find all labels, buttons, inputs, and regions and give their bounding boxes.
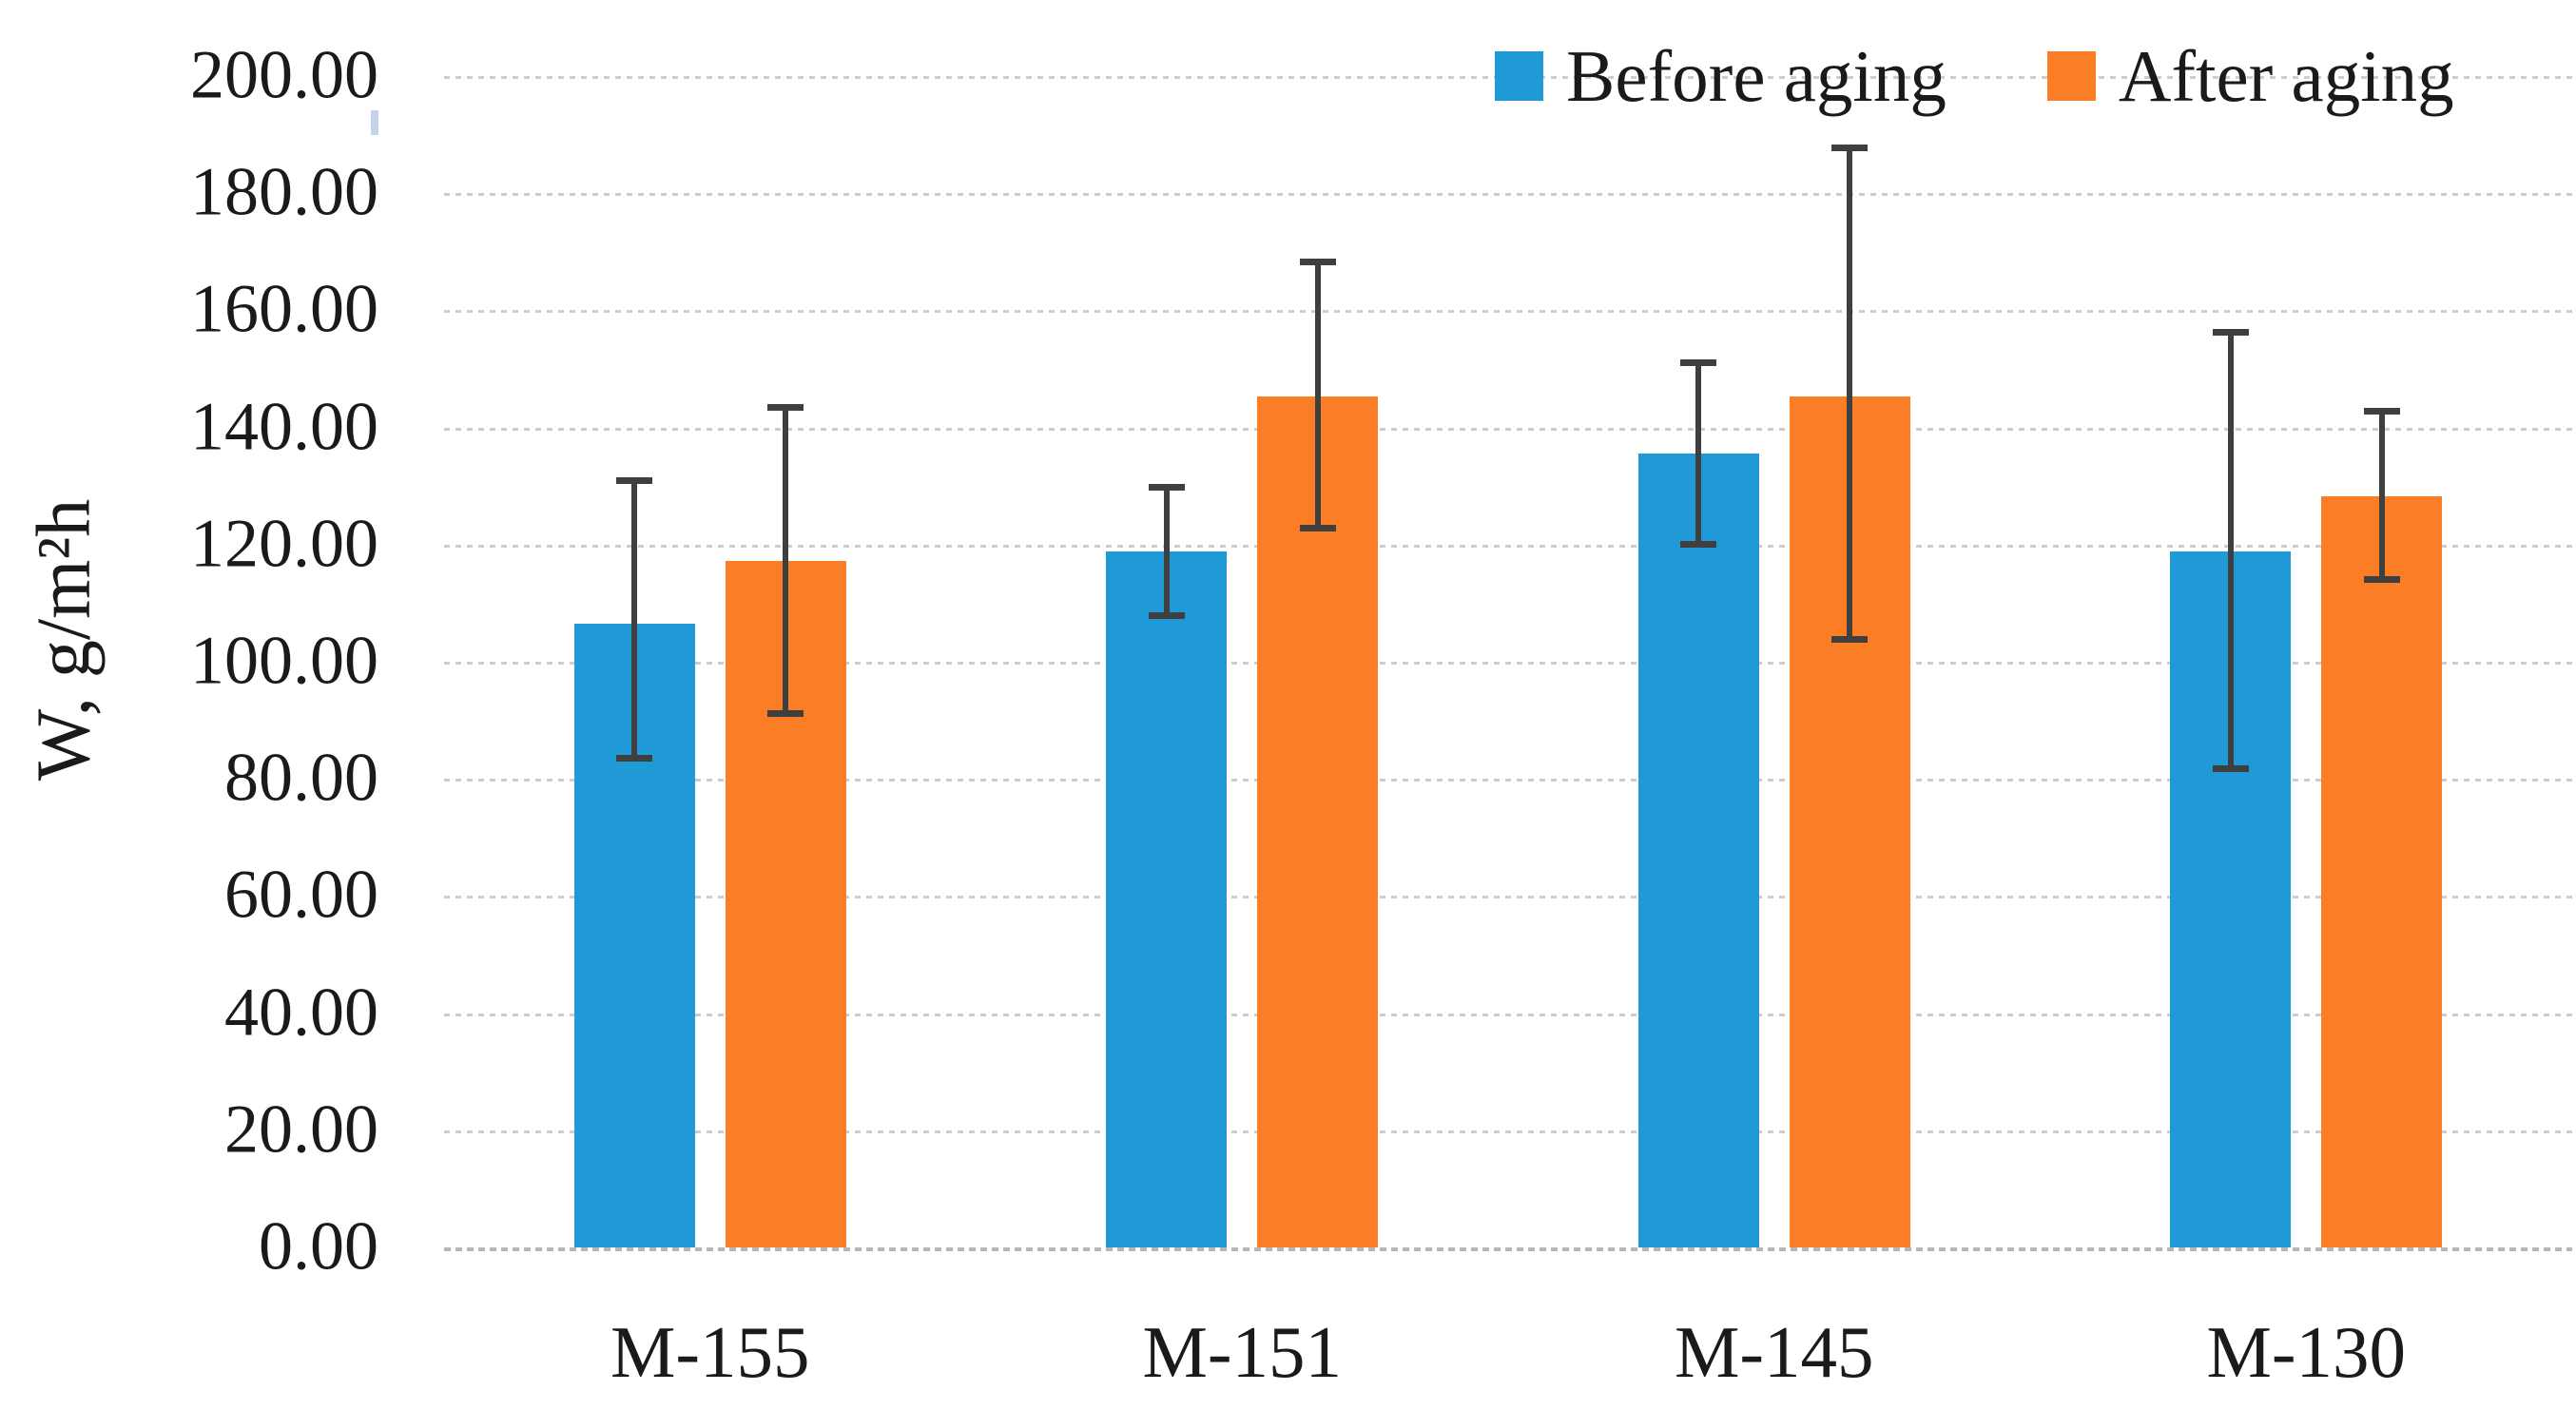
x-category-label-m-155: M-155 [610,1311,810,1393]
y-axis-tick-label: 160.00 [190,270,378,347]
error-bar-after-aging-m-151-top-cap [1299,258,1336,265]
error-bar-after-aging-m-155-bottom-cap [767,709,804,717]
bar-after-aging-m-130 [2321,495,2443,1247]
error-bar-before-aging-m-151-top-cap [1148,483,1185,491]
legend: Before aging After aging [1495,38,2454,114]
legend-label-after-aging: After aging [2118,35,2454,117]
bar-before-aging-m-145 [1637,454,1759,1247]
gridline [444,1013,2572,1016]
legend-swatch-before-aging [1495,51,1543,101]
y-axis-tick-label: 80.00 [224,739,378,816]
y-axis-tick-label: 60.00 [224,856,378,933]
gridline [444,544,2572,548]
bar-before-aging-m-151 [1106,551,1228,1247]
error-bar-before-aging-m-130 [2227,332,2234,769]
error-bar-after-aging-m-130 [2378,411,2385,580]
error-bar-after-aging-m-155-top-cap [767,403,804,411]
error-bar-before-aging-m-145-top-cap [1680,359,1717,367]
gridline [444,662,2572,665]
y-axis-tick-label: 40.00 [224,974,378,1051]
error-bar-after-aging-m-130-top-cap [2363,407,2400,415]
x-category-label-m-130: M-130 [2206,1311,2407,1393]
error-bar-after-aging-m-145-bottom-cap [1831,636,1869,644]
gridline [444,896,2572,899]
gridline [444,427,2572,431]
render-artifact-mark [371,110,378,135]
error-bar-before-aging-m-155-bottom-cap [616,755,653,763]
x-category-label-m-151: M-151 [1142,1311,1343,1393]
x-axis-baseline [444,1247,2572,1251]
bar-after-aging-m-151 [1257,396,1379,1247]
gridline [444,310,2572,314]
legend-item-before-aging: Before aging [1495,38,1947,114]
error-bar-before-aging-m-130-top-cap [2212,328,2249,336]
gridline [444,1130,2572,1133]
error-bar-after-aging-m-151-bottom-cap [1299,525,1336,532]
error-bar-before-aging-m-155 [631,480,638,759]
y-axis-tick-label: 120.00 [190,505,378,582]
error-bar-before-aging-m-151-bottom-cap [1148,612,1185,620]
error-bar-before-aging-m-145-bottom-cap [1680,541,1717,549]
y-axis-tick-label: 0.00 [259,1207,378,1284]
error-bar-before-aging-m-155-top-cap [616,476,653,484]
error-bar-after-aging-m-130-bottom-cap [2363,575,2400,583]
legend-item-after-aging: After aging [2046,35,2454,117]
y-axis-tick-label: 100.00 [190,622,378,699]
y-axis-tick-label: 20.00 [224,1091,378,1168]
error-bar-after-aging-m-151 [1314,261,1321,529]
y-axis-tick-label: 200.00 [190,36,378,113]
error-bar-after-aging-m-145 [1847,147,1853,640]
error-bar-after-aging-m-145-top-cap [1831,144,1869,151]
y-axis-tick-label: 140.00 [190,388,378,465]
gridline [444,193,2572,197]
legend-label-before-aging: Before aging [1566,35,1947,117]
error-bar-after-aging-m-155 [783,407,789,714]
gridline [444,779,2572,782]
x-category-label-m-145: M-145 [1674,1311,1874,1393]
error-bar-before-aging-m-151 [1163,487,1170,616]
y-axis-tick-label: 180.00 [190,153,378,230]
legend-swatch-after-aging [2046,51,2096,101]
error-bar-before-aging-m-145 [1695,362,1702,545]
error-bar-before-aging-m-130-bottom-cap [2212,764,2249,772]
